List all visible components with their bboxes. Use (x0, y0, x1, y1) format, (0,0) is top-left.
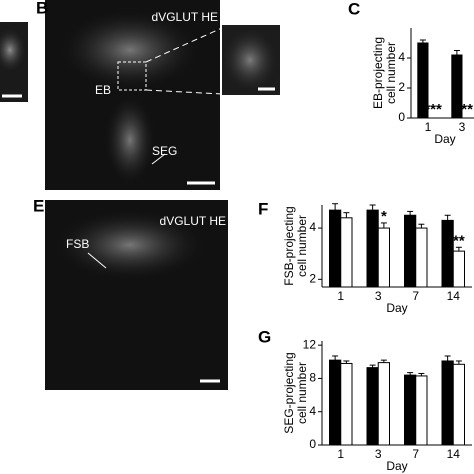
bar (452, 250, 465, 288)
panel-label: C (348, 0, 360, 18)
significance: *** (424, 101, 442, 118)
y-axis-label: EB-projectingcell number (371, 37, 398, 109)
y-axis-label-line: FSB-projecting (282, 206, 296, 285)
panel-label: F (258, 199, 268, 218)
bar (366, 367, 379, 446)
x-tick-label: 14 (447, 289, 461, 303)
x-tick-label: 3 (375, 447, 382, 461)
y-axis-label-line: cell number (295, 362, 309, 424)
bar (329, 359, 342, 446)
bar (441, 360, 454, 446)
y-tick-label: 8 (309, 371, 316, 385)
x-tick-label: 3 (375, 289, 382, 303)
region-label: EB (95, 83, 111, 97)
bar (366, 209, 379, 288)
bar (340, 362, 353, 446)
y-tick-label: 4 (309, 404, 316, 418)
y-axis-label: FSB-projectingcell number (282, 206, 309, 285)
y-tick-label: 4 (309, 220, 316, 234)
x-tick-label: 1 (337, 447, 344, 461)
panel-label: B (36, 0, 48, 17)
y-axis-label-line: SEG-projecting (282, 352, 296, 433)
bar (415, 227, 428, 288)
stain-label: dVGLUT HE (160, 214, 226, 228)
micrograph-b: B dVGLUT HE EB SEG (36, 0, 280, 190)
x-tick-label: 1 (337, 289, 344, 303)
bar (404, 374, 417, 446)
x-tick-label: 1 (425, 120, 432, 134)
y-axis-label-line: EB-projecting (371, 37, 385, 109)
bar (404, 214, 417, 288)
bar (377, 362, 390, 446)
y-axis-label: SEG-projectingcell number (282, 352, 309, 433)
y-tick-label: 12 (303, 337, 317, 351)
bar (452, 363, 465, 446)
y-tick-label: 4 (398, 50, 405, 64)
x-axis-label: Day (386, 459, 407, 473)
panel-label: G (258, 327, 271, 346)
stain-label: dVGLUT HE (152, 10, 218, 24)
bar (377, 227, 390, 288)
significance: ** (461, 101, 473, 118)
y-tick-label: 0 (309, 437, 316, 451)
y-tick-label: 2 (398, 80, 405, 94)
significance: ** (453, 232, 465, 249)
y-tick-label: 2 (309, 271, 316, 285)
x-tick-label: 7 (412, 289, 419, 303)
micrograph-e: E dVGLUT HE FSB (33, 196, 228, 390)
significance: * (381, 208, 387, 225)
bar (441, 219, 454, 288)
region-label: SEG (152, 144, 177, 158)
x-tick-label: 7 (412, 447, 419, 461)
x-tick-label: 14 (447, 447, 461, 461)
region-label: FSB (66, 237, 89, 251)
bar (329, 209, 342, 288)
micrograph-left (0, 22, 28, 102)
y-tick-label: 0 (398, 110, 405, 124)
bar (340, 217, 353, 288)
x-axis-label: Day (434, 132, 455, 146)
bar (415, 375, 428, 446)
x-tick-label: 3 (459, 120, 466, 134)
y-axis-label-line: cell number (295, 215, 309, 277)
y-axis-label-line: cell number (384, 42, 398, 104)
panel-label: E (33, 196, 44, 215)
x-axis-label: Day (386, 301, 407, 315)
